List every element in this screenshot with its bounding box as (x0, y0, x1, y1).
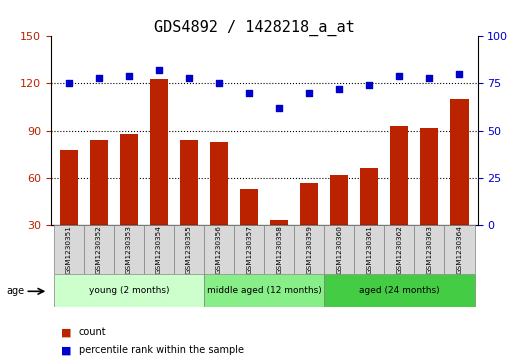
Bar (150, 79, 168, 272)
Bar (354, 225, 385, 274)
Text: GSM1230351: GSM1230351 (66, 225, 72, 274)
Text: GSM1230361: GSM1230361 (366, 225, 372, 274)
Bar (210, 142, 228, 272)
Point (65, 81, 73, 86)
Text: GSM1230364: GSM1230364 (457, 225, 462, 274)
Bar (294, 225, 324, 274)
Point (395, 73, 403, 79)
Bar (54, 225, 84, 274)
Text: middle aged (12 months): middle aged (12 months) (207, 286, 322, 295)
Point (155, 68, 163, 73)
Bar (264, 225, 294, 274)
Point (425, 75, 433, 81)
Bar (324, 225, 354, 274)
Point (275, 105, 283, 111)
Point (365, 82, 373, 88)
Text: GSM1230359: GSM1230359 (306, 225, 312, 274)
Text: age: age (6, 286, 24, 296)
Bar (204, 274, 324, 307)
Point (125, 73, 133, 79)
Text: GSM1230363: GSM1230363 (426, 225, 432, 274)
Bar (114, 225, 144, 274)
Bar (90, 140, 108, 272)
Bar (421, 127, 438, 272)
Bar (324, 274, 474, 307)
Bar (444, 225, 474, 274)
Text: GSM1230352: GSM1230352 (96, 225, 102, 274)
Bar (360, 168, 378, 272)
Bar (84, 225, 114, 274)
Text: GSM1230354: GSM1230354 (156, 225, 162, 274)
Bar (54, 274, 204, 307)
Text: GDS4892 / 1428218_a_at: GDS4892 / 1428218_a_at (153, 20, 355, 36)
Text: GSM1230362: GSM1230362 (396, 225, 402, 274)
Bar (144, 225, 174, 274)
Bar (415, 225, 444, 274)
Text: ■: ■ (61, 327, 72, 337)
Text: ■: ■ (61, 345, 72, 355)
Bar (234, 225, 264, 274)
Text: GSM1230353: GSM1230353 (126, 225, 132, 274)
Point (95, 75, 103, 81)
Bar (270, 220, 288, 272)
Text: GSM1230358: GSM1230358 (276, 225, 282, 274)
Bar (60, 150, 78, 272)
Bar (174, 225, 204, 274)
Text: aged (24 months): aged (24 months) (359, 286, 440, 295)
Text: GSM1230360: GSM1230360 (336, 225, 342, 274)
Bar (120, 134, 138, 272)
Bar (390, 126, 408, 272)
Point (335, 86, 343, 92)
Point (215, 81, 223, 86)
Bar (451, 99, 468, 272)
Point (305, 90, 313, 96)
Text: percentile rank within the sample: percentile rank within the sample (79, 345, 244, 355)
Bar (300, 183, 318, 272)
Bar (385, 225, 415, 274)
Point (185, 75, 193, 81)
Bar (240, 189, 258, 272)
Text: GSM1230357: GSM1230357 (246, 225, 252, 274)
Point (245, 90, 253, 96)
Text: count: count (79, 327, 106, 337)
Point (456, 71, 464, 77)
Text: GSM1230355: GSM1230355 (186, 225, 192, 274)
Text: young (2 months): young (2 months) (89, 286, 169, 295)
Bar (330, 175, 348, 272)
Bar (204, 225, 234, 274)
Bar (180, 140, 198, 272)
Text: GSM1230356: GSM1230356 (216, 225, 222, 274)
